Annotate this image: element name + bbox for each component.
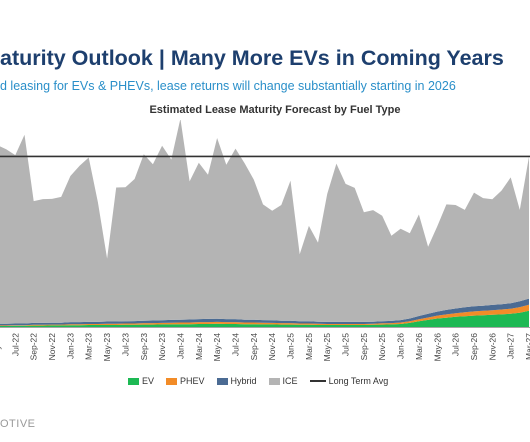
stacked-areas (0, 120, 529, 327)
legend-label-long-term-avg: Long Term Avg (328, 376, 389, 386)
legend-swatch-ice (268, 377, 280, 385)
x-axis: May-22 Jul-22 Sep-22 Nov-22 Jan-23 Mar-23 May-… (0, 327, 530, 362)
x-tick-label: Nov-24 (267, 333, 277, 361)
x-tick-label: Jan-24 (175, 333, 185, 359)
legend-item-ev: EV (128, 376, 154, 386)
x-tick-label: Mar-27 (524, 333, 530, 360)
legend-item-long-term-avg: Long Term Avg (309, 376, 389, 386)
area-series-ice (0, 120, 529, 324)
x-tick-label: Jan-27 (506, 333, 516, 359)
chart-title: Estimated Lease Maturity Forecast by Fue… (149, 104, 401, 116)
x-tick-label: Nov-26 (487, 333, 497, 361)
x-tick-label: Mar-25 (304, 333, 314, 360)
x-tick-label: Mar-24 (194, 333, 204, 360)
x-tick-label: May-23 (102, 333, 112, 362)
legend-item-ice: ICE (268, 376, 298, 386)
slide-title: aturity Outlook | Many More EVs in Comin… (0, 46, 504, 70)
x-tick-label: May-26 (432, 333, 442, 362)
x-tick-label: Nov-23 (157, 333, 167, 361)
x-tick-label: Jan-26 (396, 333, 406, 359)
x-tick-label: Sep-24 (249, 333, 259, 361)
lease-maturity-chart: May-22 Jul-22 Sep-22 Nov-22 Jan-23 Mar-23 May-… (0, 120, 530, 362)
legend-label-hybrid: Hybrid (230, 376, 257, 386)
x-tick-label: Jan-23 (65, 333, 75, 359)
legend-swatch-phev (166, 377, 178, 385)
x-tick-label: Mar-23 (84, 333, 94, 360)
x-tick-label: Nov-25 (377, 333, 387, 361)
x-tick-label: Sep-26 (469, 333, 479, 361)
x-tick-label: May-25 (322, 333, 332, 362)
legend-item-phev: PHEV (166, 376, 205, 386)
chart-legend: EV PHEV Hybrid ICE Long Term Avg (128, 376, 400, 386)
x-tick-label: Jul-23 (120, 333, 130, 356)
legend-item-hybrid: Hybrid (216, 376, 257, 386)
x-tick-label: Sep-23 (139, 333, 149, 361)
legend-swatch-hybrid (216, 377, 228, 385)
x-tick-label: Sep-25 (359, 333, 369, 361)
x-tick-label: Jul-22 (10, 333, 20, 356)
legend-label-ice: ICE (282, 376, 298, 386)
x-tick-label: May-22 (0, 333, 2, 362)
x-tick-label: May-24 (212, 333, 222, 362)
x-tick-label: Jul-24 (231, 333, 241, 356)
legend-label-phev: PHEV (180, 376, 205, 386)
x-tick-label: Jul-26 (451, 333, 461, 356)
legend-label-ev: EV (142, 376, 155, 386)
slide-subtitle: d leasing for EVs & PHEVs, lease returns… (0, 79, 456, 93)
legend-swatch-ev (128, 377, 139, 385)
area-series-hybrid (0, 298, 529, 326)
legend-swatch-long-term-avg (309, 380, 326, 382)
x-tick-label: Mar-26 (414, 333, 424, 360)
footer-brand: OTIVE (0, 418, 36, 430)
area-series-ev (0, 310, 529, 327)
x-tick-label: Sep-22 (29, 333, 39, 361)
x-tick-label: Jan-25 (286, 333, 296, 359)
x-tick-label: Jul-25 (341, 333, 351, 356)
x-tick-label: Nov-22 (47, 333, 57, 361)
